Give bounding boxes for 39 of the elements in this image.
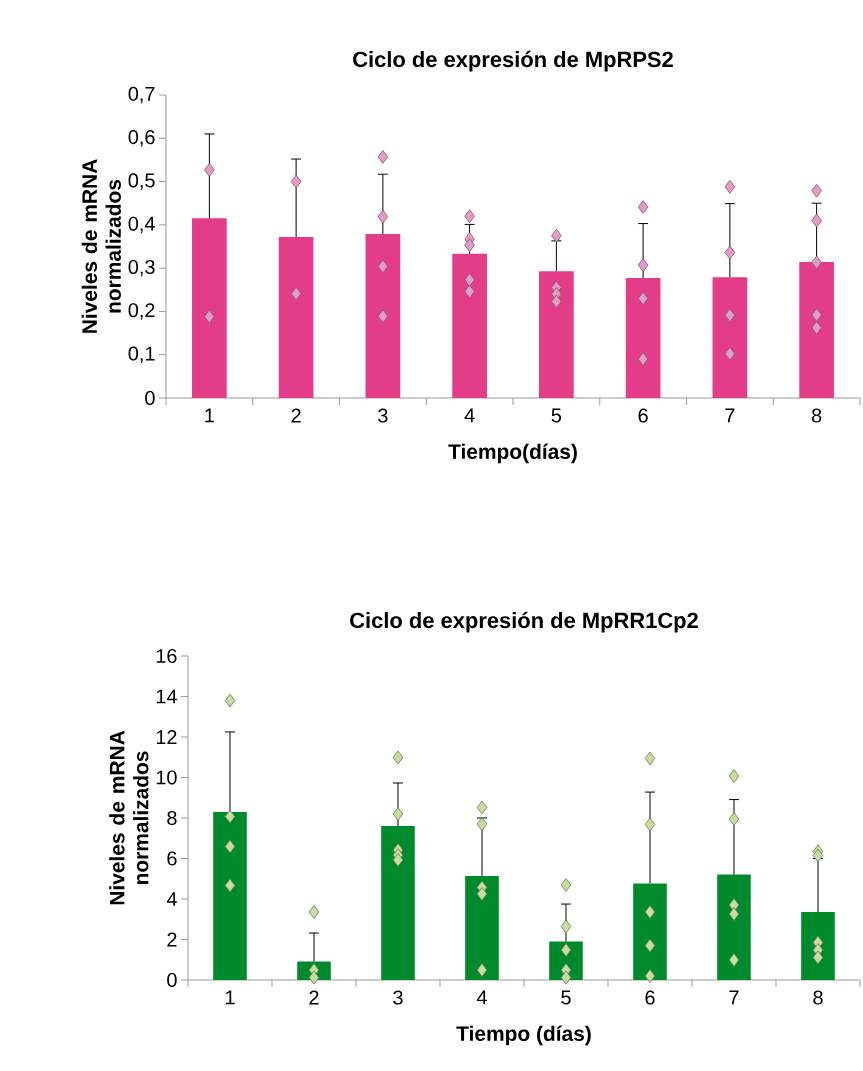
x-tick-label: 7 <box>729 990 739 1005</box>
y-tick-label: 6 <box>167 851 177 866</box>
x-tick-label: 4 <box>476 990 487 1005</box>
y-tick-label: 0 <box>167 972 177 988</box>
y-tick-label: 0,3 <box>128 259 155 277</box>
x-tick-label: 7 <box>725 408 735 423</box>
x-tick-label: 8 <box>811 408 822 423</box>
y-tick-label: 0,1 <box>128 346 155 363</box>
x-axis-title: Tiempo (días) <box>456 1025 591 1046</box>
y-tick-label: 14 <box>156 689 177 704</box>
x-tick-label: 5 <box>561 990 571 1005</box>
y-tick-label: 0,6 <box>128 130 155 147</box>
x-axis-title: Tiempo(días) <box>448 443 577 464</box>
y-tick-label: 4 <box>166 892 177 906</box>
x-tick-label: 6 <box>638 408 648 423</box>
x-tick-label: 1 <box>205 408 214 423</box>
y-tick-label: 10 <box>156 770 177 785</box>
y-tick-label: 0,2 <box>128 303 155 320</box>
x-tick-label: 3 <box>377 408 388 423</box>
x-tick-label: 8 <box>813 990 823 1005</box>
x-tick-label: 1 <box>225 990 235 1005</box>
chart-title: Ciclo de expresión de MpRR1Cp2 <box>349 611 698 633</box>
y-tick-label: 2 <box>167 932 177 947</box>
y-tick-label: 0,5 <box>128 173 155 190</box>
x-tick-label: 2 <box>291 408 301 423</box>
y-tick-label: 16 <box>156 648 177 664</box>
x-tick-label: 3 <box>393 990 403 1005</box>
y-axis-title: Niveles de mRNA normalizados <box>109 730 149 905</box>
y-tick-label: 12 <box>156 730 177 744</box>
y-axis-title: Niveles de mRNA normalizados <box>81 159 121 333</box>
chart-title: Ciclo de expresión de MpRPS2 <box>352 50 673 72</box>
x-tick-label: 5 <box>551 408 561 423</box>
y-tick-label: 0,7 <box>128 86 155 104</box>
x-tick-label: 4 <box>464 408 475 423</box>
y-tick-label: 0 <box>145 390 155 406</box>
x-tick-label: 6 <box>645 990 655 1005</box>
x-tick-label: 2 <box>309 990 319 1005</box>
y-tick-label: 0,4 <box>128 216 155 234</box>
y-tick-label: 8 <box>167 810 177 826</box>
